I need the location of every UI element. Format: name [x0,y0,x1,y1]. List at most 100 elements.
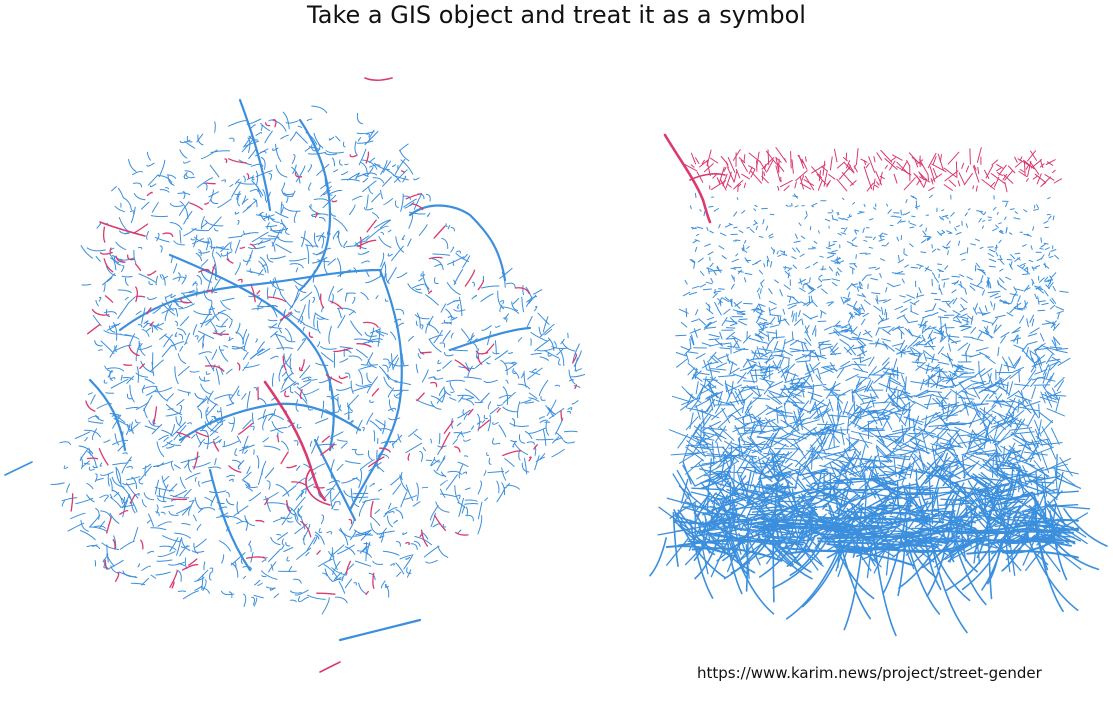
stacked-male-long-street [897,518,908,597]
male-street-segment [511,418,516,427]
male-street-segment [244,515,255,527]
male-street-segment [521,296,525,313]
stacked-male-street [787,303,794,306]
stacked-male-street [1010,337,1022,342]
stacked-male-street [729,317,738,325]
stacked-male-street [700,481,720,505]
male-street-segment [242,362,249,372]
stacked-male-street [862,330,871,336]
male-street-segment [270,563,274,571]
male-street-segment [374,463,385,473]
stacked-male-street [758,348,772,352]
female-street-segment [366,219,377,233]
male-street-segment [183,227,197,237]
stacked-male-street [917,365,929,372]
stacked-male-street [977,285,984,289]
male-street-segment [362,498,380,503]
stacked-male-street [846,241,854,245]
stacked-male-street [991,410,1008,419]
male-street-segment [114,205,126,213]
stacked-male-street [1012,448,1020,469]
stacked-male-street [691,334,695,345]
stacked-male-street [708,320,717,326]
stacked-male-street [836,271,840,276]
male-street-segment [387,374,398,382]
stacked-female-street [846,160,851,169]
stacked-female-street [943,167,957,178]
stacked-male-street [1007,457,1035,466]
male-street-segment [155,511,160,517]
male-street-segment [470,332,474,341]
stacked-male-street [987,216,992,219]
male-street-segment [179,149,188,159]
male-street-segment [415,288,422,291]
female-street-segment [314,212,319,218]
male-street-segment [539,356,549,361]
stacked-male-street [695,353,706,359]
source-link[interactable]: https://www.karim.news/project/street-ge… [697,664,1042,682]
female-street-segment [245,556,267,559]
stacked-male-street [918,265,922,270]
male-street-segment [214,394,233,400]
female-street-segment [365,590,369,596]
stacked-male-street [777,500,805,516]
stacked-male-street [752,222,758,226]
male-street-segment [193,310,213,316]
male-street-segment [414,314,430,320]
male-street-segment [198,376,210,382]
male-street-segment [548,337,555,351]
male-street-segment [231,416,235,432]
stacked-male-street [988,219,992,221]
stacked-male-street [796,456,818,475]
male-street-segment [284,338,296,343]
female-street-segment [443,420,454,434]
male-street-segment [457,394,475,399]
stacked-male-street [1055,349,1068,354]
stacked-male-street [773,341,779,351]
stacked-male-street [755,259,762,264]
male-street-segment [231,346,247,352]
stacked-male-street [757,533,797,541]
stacked-female-street [865,162,870,169]
male-street-segment [162,535,181,543]
stacked-male-street [707,267,710,275]
stacked-male-street [1052,215,1055,221]
female-street-segment [574,384,577,390]
stacked-male-street [783,350,793,357]
male-street-segment [94,340,103,347]
stacked-male-street [889,379,904,388]
male-street-segment [106,277,113,283]
male-street-segment [184,461,190,469]
stacked-male-street [709,230,714,234]
male-street-segment [303,535,306,546]
female-street-segment [430,381,438,388]
male-street-segment [113,256,122,266]
stacked-male-street [803,446,816,468]
stacked-male-street [725,327,736,329]
male-street-segment [181,537,191,551]
stacked-male-street [811,448,813,470]
stacked-male-street [991,418,1007,430]
stacked-male-street [922,486,954,490]
stacked-male-street [691,285,700,289]
male-street-segment [127,296,136,304]
stacked-male-street [827,252,835,255]
male-street-segment [159,245,163,253]
male-street-segment [407,238,412,247]
male-street-segment [391,434,403,446]
female-street-segment [454,446,461,453]
female-street-segment [362,321,379,328]
stacked-male-street [913,300,920,305]
stacked-male-street [792,195,798,198]
male-street-segment [177,328,187,336]
stacked-male-street [961,455,966,479]
male-street-segment [350,380,354,394]
stacked-male-street [878,235,885,237]
female-street-segment [433,514,447,532]
male-street-segment [377,225,389,231]
male-street-segment [551,448,565,458]
stacked-male-street [965,351,967,362]
male-street-segment [242,259,251,262]
stacked-male-street [875,267,881,271]
stacked-male-street [1027,341,1038,345]
